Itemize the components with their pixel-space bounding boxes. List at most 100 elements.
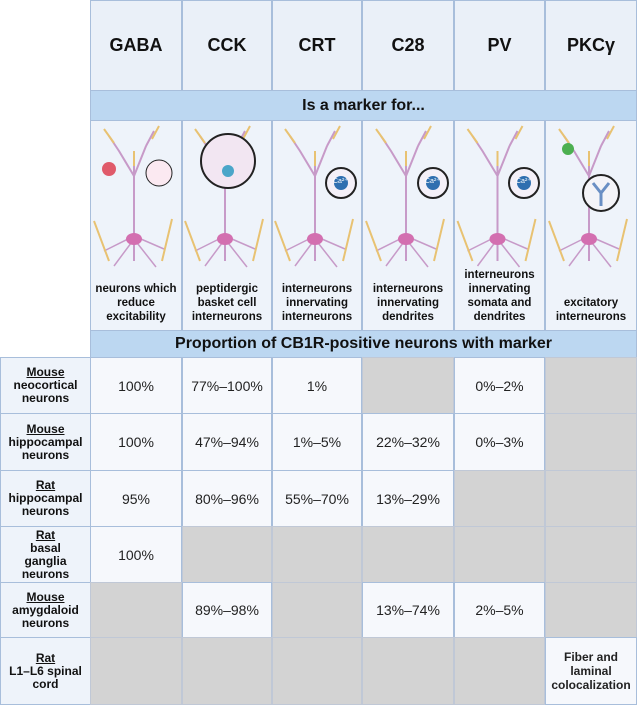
icon-part [274,218,354,262]
row-label: Mouse amygdaloid neurons [0,582,91,638]
value-cell: 13%–74% [362,582,454,638]
marker-description: interneurons innervating dendrites [372,283,444,323]
marker-description: neurons which reduce excitability [95,283,177,323]
neuron-icon [274,125,357,268]
empty-cell [362,357,454,414]
value-cell: 95% [90,470,182,527]
species: Mouse [26,589,65,604]
icon-part [108,130,155,261]
tissue: amygdaloid neurons [12,602,79,630]
value-cell: 1% [272,357,362,414]
row-label: Rat hippocampal neurons [0,470,91,527]
value-cell: 2%–5% [454,582,545,638]
icon-part [217,233,233,245]
value-cell: 100% [90,413,182,471]
icon-part [375,125,432,166]
calcium-label: Ca²⁺ [333,178,348,185]
icon-part [591,182,611,206]
value-cell: 89%–98% [182,582,272,638]
icon-part [581,233,597,245]
icon-part [563,130,610,261]
empty-cell [545,357,637,414]
neuron-icon [365,125,449,268]
illustration-cell: excitatory interneurons [545,120,637,331]
empty-cell [272,526,362,583]
icon-part [126,233,142,245]
column-header: PV [454,0,545,91]
icon-part [289,130,336,261]
empty-cell [545,582,637,638]
species: Mouse [26,365,65,379]
species: Mouse [26,421,65,436]
icon-part [194,235,256,268]
value-cell: Fiber and laminal colocalization [545,637,637,705]
marker-description: excitatory interneurons [555,297,627,323]
tissue: L1–L6 spinal cord [9,663,82,691]
column-header: GABA [90,0,182,91]
row-label: Mouse hippocampal neurons [0,413,91,471]
tissue: hippocampal neurons [8,491,83,518]
value-cell: 80%–96% [182,470,272,527]
calcium-label: Ca²⁺ [516,178,531,185]
value-cell: 77%–100% [182,357,272,414]
marker-description: interneurons innervating somata and dend… [464,269,535,323]
marker-description: interneurons innervating interneurons [281,283,353,323]
column-header: CCK [182,0,272,91]
empty-cell [90,582,182,638]
tissue: neocortical neurons [13,378,78,405]
empty-cell [272,637,362,705]
icon-part [103,235,165,268]
icon-part [398,233,414,245]
neuron-icon [456,125,540,268]
neuron-icon [548,125,628,268]
icon-part [380,130,427,261]
banner: Is a marker for... [90,90,637,121]
icon-part [471,130,519,261]
value-cell: 1%–5% [272,413,362,471]
icon-part [558,235,620,268]
icon-part [284,125,341,166]
value-cell: 100% [90,526,182,583]
icon-part [184,218,264,262]
empty-cell [182,526,272,583]
illustration-cell: Ca²⁺ interneurons innervating interneuron… [272,120,362,331]
icon-part [562,143,574,155]
empty-cell [90,637,182,705]
value-cell: 0%–3% [454,413,545,471]
value-cell: 47%–94% [182,413,272,471]
column-header: PKCγ [545,0,637,91]
tissue: basal ganglia neurons [21,540,70,581]
empty-cell [182,637,272,705]
icon-part [517,176,531,190]
empty-cell [454,470,545,527]
empty-cell [545,413,637,471]
empty-cell [362,526,454,583]
icon-part [102,162,116,176]
value-cell: 13%–29% [362,470,454,527]
illustration-cell: Ca²⁺ interneurons innervating dendrites [362,120,454,331]
icon-part [375,235,437,268]
icon-part [365,218,445,262]
icon-part [145,159,173,187]
row-label: Mouse neocortical neurons [0,357,91,414]
icon-part [93,218,173,262]
empty-cell [362,637,454,705]
neuron-icon [93,125,173,268]
empty-cell [454,526,545,583]
empty-cell [545,526,637,583]
icon-part [558,125,615,166]
icon-part [456,218,537,262]
neuron-icon [184,125,264,268]
tissue: hippocampal neurons [8,434,83,462]
value-cell: 22%–32% [362,413,454,471]
icon-part [222,165,234,177]
species: Rat [35,478,56,492]
illustration-cell: peptidergic basket cell interneurons [182,120,272,331]
icon-part [307,233,323,245]
column-header: CRT [272,0,362,91]
illustration-cell: Ca²⁺ interneurons innervating somata and … [454,120,545,331]
icon-part [200,133,256,189]
value-cell: 55%–70% [272,470,362,527]
icon-part [548,218,628,262]
